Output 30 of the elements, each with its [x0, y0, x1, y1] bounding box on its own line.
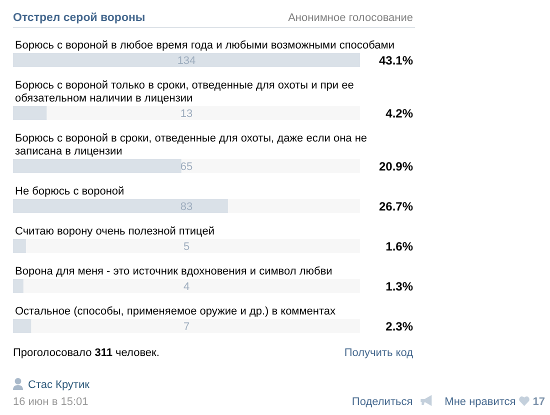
text: 16 июн в 15:01: [13, 396, 88, 408]
annotation: Получить код: [344, 347, 414, 359]
text: 1.6%: [386, 240, 414, 254]
chart-title: Отстрел серой вороны: [13, 12, 146, 24]
y-tick-label: Остальное (способы, применяемое оружие и др.) в комментах: [15, 306, 336, 318]
data-label: 7: [183, 321, 190, 333]
y-tick-label: Борюсь с вороной в сроки, отведенные для охоты, даже если она не записана в лицензии: [15, 132, 368, 158]
text: 20.9%: [378, 160, 414, 174]
y-tick-label: Считаю ворону очень полезной птицей: [15, 226, 214, 238]
text: 2.3%: [386, 320, 414, 334]
text: Стас Крутик: [28, 379, 90, 391]
data-label: 134: [177, 55, 196, 67]
data-label: 4: [183, 281, 190, 293]
text: Мне нравится: [444, 396, 516, 408]
y-tick-label: Борюсь с вороной в любое время года и любыми возможными способами: [15, 40, 395, 52]
annotation: Проголосовало 311 человек.: [13, 347, 160, 359]
text: 4.2%: [386, 106, 414, 120]
text: 1.3%: [386, 280, 414, 294]
y-tick-label: Не борюсь с вороной: [15, 186, 124, 198]
y-tick-label: Ворона для меня - это источник вдохновения и символ любви: [15, 266, 332, 278]
chart-subtitle: Анонимное голосование: [288, 12, 413, 24]
text: 17: [532, 396, 545, 408]
text: 43.1%: [378, 54, 414, 68]
data-label: 65: [180, 161, 193, 173]
data-label: 5: [183, 241, 190, 253]
text: 26.7%: [378, 200, 414, 214]
data-label: 13: [180, 108, 193, 120]
text: Поделиться: [352, 396, 413, 408]
data-label: 83: [180, 201, 193, 213]
y-tick-label: Борюсь с вороной только в сроки, отведенные для охоты и при ее обязательном наличии в лицензии: [15, 80, 354, 104]
